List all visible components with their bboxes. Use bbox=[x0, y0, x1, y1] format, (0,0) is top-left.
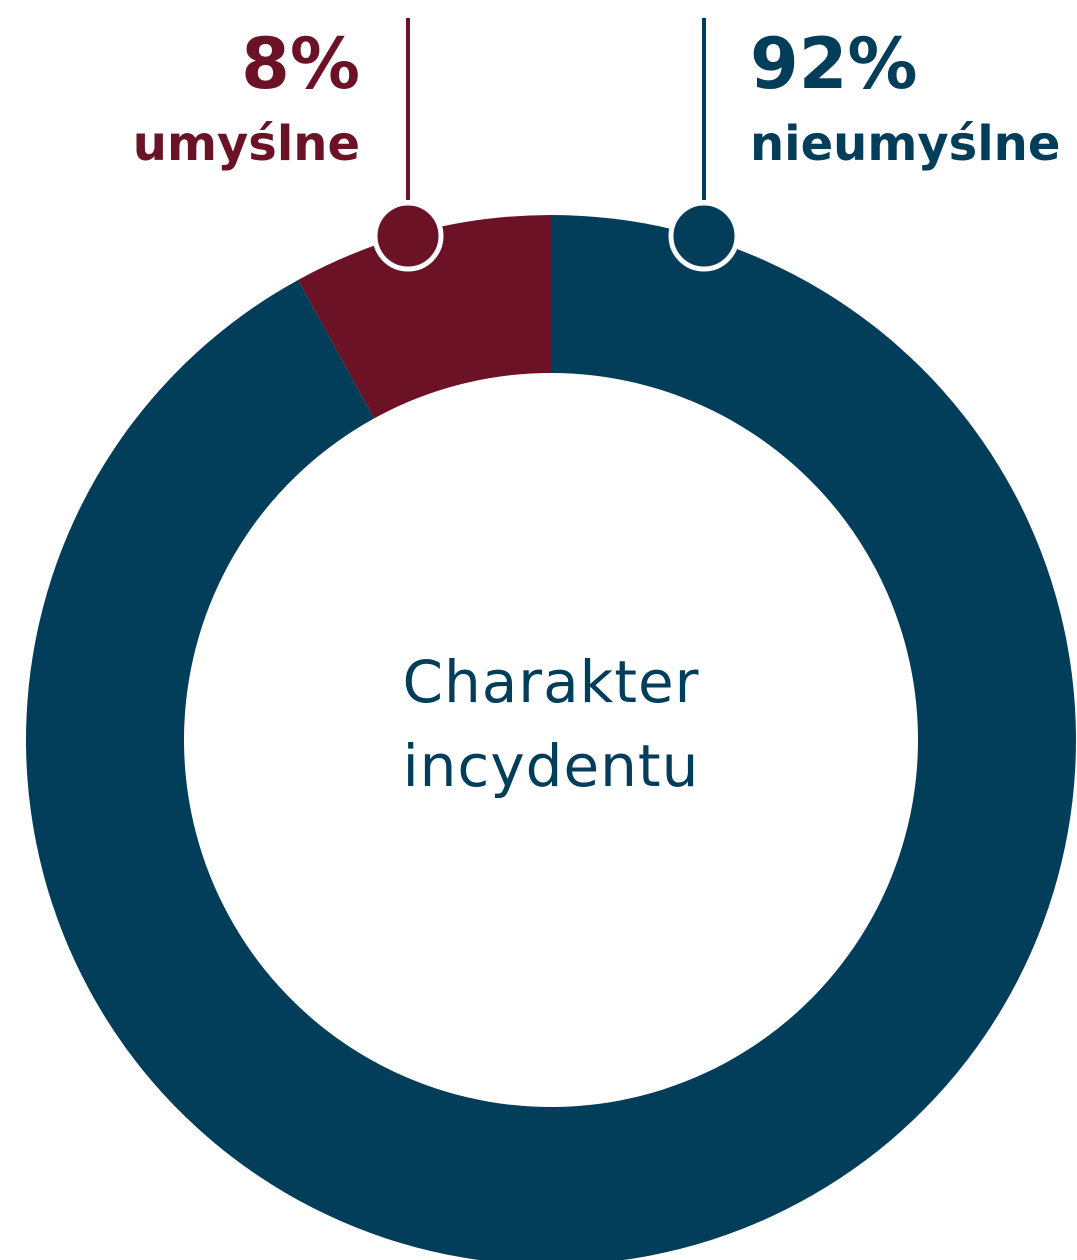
callout-dot bbox=[668, 200, 740, 272]
category-label: nieumyślne bbox=[750, 116, 1060, 172]
value-label: 92% bbox=[750, 23, 918, 105]
value-label: 8% bbox=[241, 23, 360, 105]
category-label: umyślne bbox=[133, 116, 360, 172]
donut-segment bbox=[26, 215, 1076, 1260]
chart-title: Charakter incydentu bbox=[402, 648, 700, 800]
donut-segment bbox=[298, 215, 551, 419]
callout-dot bbox=[372, 200, 444, 272]
